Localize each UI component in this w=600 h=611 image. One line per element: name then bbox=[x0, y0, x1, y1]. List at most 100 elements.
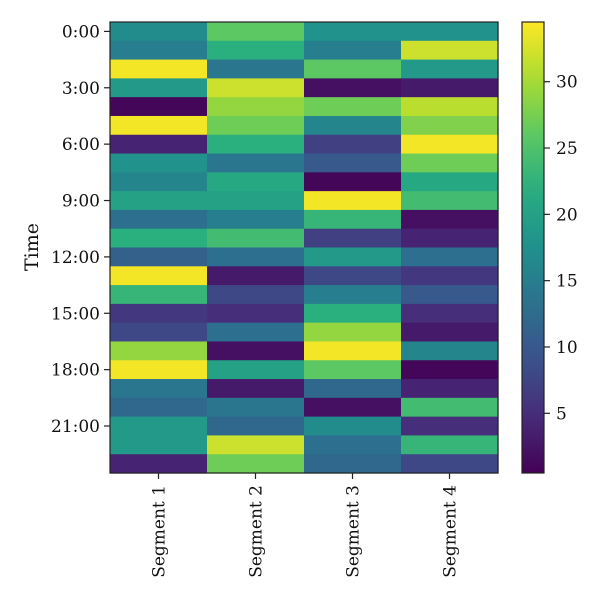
heatmap-cell bbox=[207, 78, 305, 98]
heatmap-cell bbox=[110, 454, 208, 474]
heatmap-cell bbox=[110, 134, 208, 155]
plot-frame bbox=[109, 21, 499, 474]
colorbar-tick-label: 20 bbox=[556, 205, 578, 225]
x-tick-label: Segment 1 bbox=[150, 485, 170, 578]
heatmap-cell bbox=[207, 115, 305, 136]
heatmap-cell bbox=[207, 172, 305, 192]
colorbar-tick-label: 5 bbox=[556, 404, 567, 424]
heatmap-cell bbox=[304, 266, 402, 286]
heatmap-cell bbox=[207, 209, 305, 230]
heatmap-cell bbox=[110, 78, 208, 98]
heatmap-cell bbox=[304, 97, 402, 117]
heatmap-cell bbox=[207, 191, 305, 211]
colorbar-tick-label: 10 bbox=[556, 338, 578, 358]
colorbar-tick-label: 25 bbox=[556, 139, 578, 159]
heatmap-cell bbox=[401, 228, 499, 249]
heatmap-cell bbox=[110, 435, 208, 455]
heatmap-cell bbox=[304, 397, 402, 418]
x-tick-label: Segment 2 bbox=[247, 485, 267, 578]
heatmap-cell bbox=[304, 285, 402, 305]
heatmap-cell bbox=[207, 247, 305, 267]
y-tick-label: 12:00 bbox=[51, 248, 100, 268]
y-tick-label: 0:00 bbox=[62, 22, 100, 42]
heatmap-cells bbox=[110, 22, 499, 474]
heatmap-cell bbox=[304, 322, 402, 343]
colorbar-tick-label: 15 bbox=[556, 272, 578, 292]
heatmap-cell bbox=[401, 209, 499, 230]
heatmap-cell bbox=[207, 322, 305, 343]
heatmap-cell bbox=[110, 379, 208, 399]
heatmap-cell bbox=[110, 266, 208, 286]
heatmap-cell bbox=[401, 322, 499, 343]
heatmap-cell bbox=[401, 134, 499, 155]
heatmap-cell bbox=[207, 153, 305, 173]
heatmap-cell bbox=[304, 228, 402, 249]
heatmap-cell bbox=[401, 341, 499, 361]
heatmap-cell bbox=[304, 209, 402, 230]
heatmap-cell bbox=[304, 153, 402, 173]
heatmap-cell bbox=[401, 115, 499, 136]
heatmap-cell bbox=[304, 416, 402, 437]
heatmap-cell bbox=[401, 78, 499, 98]
heatmap-cell bbox=[304, 134, 402, 155]
heatmap-cell bbox=[207, 379, 305, 399]
heatmap-cell bbox=[401, 266, 499, 286]
heatmap-cell bbox=[110, 153, 208, 173]
y-tick-label: 21:00 bbox=[51, 417, 100, 437]
heatmap-cell bbox=[304, 115, 402, 136]
x-axis-ticks: Segment 1 Segment 2 Segment 3 Segment 4 bbox=[150, 473, 461, 578]
heatmap-cell bbox=[401, 59, 499, 79]
heatmap-cell bbox=[110, 22, 208, 42]
heatmap-cell bbox=[401, 435, 499, 455]
heatmap-cell bbox=[207, 397, 305, 418]
heatmap-cell bbox=[110, 303, 208, 324]
heatmap-cell bbox=[110, 397, 208, 418]
y-tick-label: 15:00 bbox=[51, 304, 100, 324]
heatmap-cell bbox=[207, 341, 305, 361]
x-tick-label: Segment 3 bbox=[344, 485, 364, 578]
heatmap-cell bbox=[110, 247, 208, 267]
heatmap-cell bbox=[207, 40, 305, 61]
heatmap-cell bbox=[207, 285, 305, 305]
heatmap-cell bbox=[401, 153, 499, 173]
colorbar-tick-label: 30 bbox=[556, 73, 578, 93]
heatmap-cell bbox=[304, 379, 402, 399]
heatmap-cell bbox=[110, 285, 208, 305]
heatmap-cell bbox=[304, 40, 402, 61]
heatmap-cell bbox=[304, 247, 402, 267]
heatmap-cell bbox=[110, 97, 208, 117]
heatmap-cell bbox=[110, 191, 208, 211]
heatmap-cell bbox=[304, 454, 402, 474]
heatmap-cell bbox=[304, 191, 402, 211]
colorbar bbox=[521, 21, 545, 474]
heatmap-cell bbox=[401, 397, 499, 418]
heatmap-cell bbox=[207, 266, 305, 286]
heatmap-cell bbox=[110, 228, 208, 249]
heatmap-cell bbox=[110, 341, 208, 361]
y-tick-label: 18:00 bbox=[51, 361, 100, 381]
heatmap-cell bbox=[401, 379, 499, 399]
y-tick-label: 6:00 bbox=[62, 135, 100, 155]
y-axis-title: Time bbox=[21, 223, 43, 271]
heatmap-cell bbox=[304, 78, 402, 98]
heatmap-cell bbox=[207, 22, 305, 42]
heatmap-cell bbox=[401, 191, 499, 211]
heatmap-cell bbox=[401, 97, 499, 117]
heatmap-cell bbox=[401, 22, 499, 42]
heatmap-cell bbox=[207, 228, 305, 249]
x-tick-label: Segment 4 bbox=[441, 485, 461, 578]
heatmap-cell bbox=[401, 285, 499, 305]
y-axis-ticks: 0:00 3:00 6:00 9:00 12:00 15:00 18:00 21:00 bbox=[51, 22, 110, 437]
heatmap-cell bbox=[401, 247, 499, 267]
heatmap-cell bbox=[110, 209, 208, 230]
heatmap-cell bbox=[110, 322, 208, 343]
heatmap-cell bbox=[110, 115, 208, 136]
heatmap-cell bbox=[207, 134, 305, 155]
heatmap-cell bbox=[401, 40, 499, 61]
heatmap-cell bbox=[110, 172, 208, 192]
heatmap-cell bbox=[110, 59, 208, 79]
heatmap-cell bbox=[304, 59, 402, 79]
heatmap-cell bbox=[401, 416, 499, 437]
heatmap-cell bbox=[207, 454, 305, 474]
